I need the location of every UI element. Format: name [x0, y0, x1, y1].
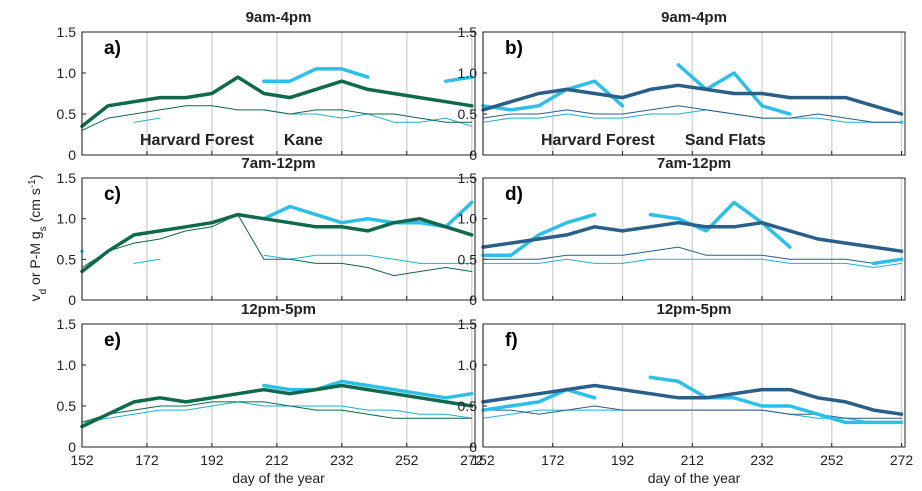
legend-entry: Harvard Forest [140, 132, 254, 149]
series-line [481, 200, 904, 266]
panel: 7am-12pm 0 0.5 1.0 1.5 c) [57, 155, 476, 308]
legend-entry: Kane [284, 132, 323, 149]
x-tick-label: 192 [611, 452, 635, 468]
series-line [481, 375, 904, 425]
y-tick-label: 0 [469, 147, 477, 163]
x-tick-label: 272 [890, 452, 914, 468]
y-label-part: (cm s [27, 188, 43, 226]
series-line [482, 109, 902, 123]
y-tick-label: 1.5 [458, 24, 478, 40]
y-tick-label: 0 [68, 439, 76, 455]
panel-title: 9am-4pm [661, 9, 727, 26]
panel: 9am-4pm 0 0.5 1.0 1.5 a) Harvard Forest Kane [57, 9, 476, 163]
series-line [482, 258, 902, 268]
series-line [80, 212, 474, 274]
axes-frame [482, 323, 906, 448]
y-tick-label: 1.5 [57, 24, 77, 40]
x-tick-label: 152 [70, 452, 94, 468]
series-line [481, 383, 904, 416]
axes-frame [81, 177, 476, 301]
series-line [81, 105, 473, 131]
panel-title: 9am-4pm [246, 9, 312, 26]
y-tick-label: 1.0 [57, 65, 77, 81]
y-tick-label: 0 [68, 147, 76, 163]
y-tick-label: 0 [469, 292, 477, 308]
x-tick-label: 272 [460, 452, 484, 468]
y-label-part: s [38, 226, 49, 231]
series-line [262, 379, 474, 400]
y-tick-label: 1.0 [458, 211, 478, 227]
x-tick-label: 232 [750, 452, 774, 468]
panel-label: a) [104, 38, 121, 59]
series-line [81, 214, 473, 277]
y-tick-label: 0.5 [57, 398, 77, 414]
axes-frame [482, 31, 906, 156]
legend-entry: Sand Flats [685, 132, 766, 149]
series-line [481, 63, 904, 124]
panel: 7am-12pm 0 0.5 1.0 1.5 d) [458, 155, 906, 308]
y-tick-label: 1.5 [57, 316, 77, 332]
panel-label: f) [505, 330, 518, 351]
series-line [80, 75, 474, 129]
y-tick-label: 0.5 [458, 398, 478, 414]
x-tick-label: 252 [820, 452, 844, 468]
x-tick-label: 232 [330, 452, 354, 468]
x-tick-label: 212 [681, 452, 705, 468]
axes-frame [81, 31, 476, 156]
series-line [262, 67, 474, 83]
y-label-part: -1 [27, 179, 38, 188]
x-tick-label: 212 [265, 452, 289, 468]
panel-label: e) [104, 330, 121, 351]
y-tick-label: 0.5 [57, 106, 77, 122]
y-tick-label: 0.5 [458, 251, 478, 267]
y-tick-label: 0 [469, 439, 477, 455]
x-axis-label: day of the year [232, 470, 325, 486]
y-tick-label: 0.5 [57, 251, 77, 267]
y-tick-label: 0.5 [458, 106, 478, 122]
series-line [481, 220, 904, 253]
y-label-part: v [27, 294, 43, 301]
series-line [482, 105, 902, 123]
series-line [482, 246, 902, 264]
y-tick-label: 0 [68, 292, 76, 308]
y-tick-label: 1.5 [458, 170, 478, 186]
series-line [80, 383, 474, 429]
panel: 9am-4pm 0 0.5 1.0 1.5 b) Harvard Forest Sand Fl… [458, 9, 906, 163]
x-tick-label: 172 [541, 452, 565, 468]
panel-label: b) [505, 38, 523, 59]
y-tick-label: 1.0 [57, 357, 77, 373]
panel-title: 12pm-5pm [241, 301, 316, 318]
y-tick-label: 1.0 [458, 357, 478, 373]
series-line [81, 401, 473, 423]
y-axis-label: vd or P-M gs (cm s-1) [27, 175, 49, 302]
series-line [482, 405, 902, 419]
panel-label: d) [505, 184, 523, 205]
panel-title: 7am-12pm [241, 155, 315, 172]
y-tick-label: 1.5 [57, 170, 77, 186]
series-line [481, 83, 904, 116]
panel-title: 7am-12pm [657, 155, 731, 172]
legend-entry: Harvard Forest [541, 132, 655, 149]
axes-frame [81, 323, 476, 448]
y-label-part: or P-M g [27, 231, 43, 289]
x-axis-label: day of the year [648, 470, 741, 486]
axes-frame [482, 177, 906, 301]
panel-label: c) [104, 184, 121, 205]
x-tick-label: 172 [135, 452, 159, 468]
series-line [81, 401, 473, 423]
y-tick-label: 1.5 [458, 316, 478, 332]
y-tick-label: 1.0 [458, 65, 478, 81]
panel-title: 12pm-5pm [656, 301, 731, 318]
x-tick-label: 192 [200, 452, 224, 468]
y-tick-label: 1.0 [57, 211, 77, 227]
x-tick-label: 252 [395, 452, 419, 468]
y-label-part: d [38, 289, 49, 295]
x-tick-label: 152 [471, 452, 495, 468]
y-label-part: ) [27, 175, 43, 180]
